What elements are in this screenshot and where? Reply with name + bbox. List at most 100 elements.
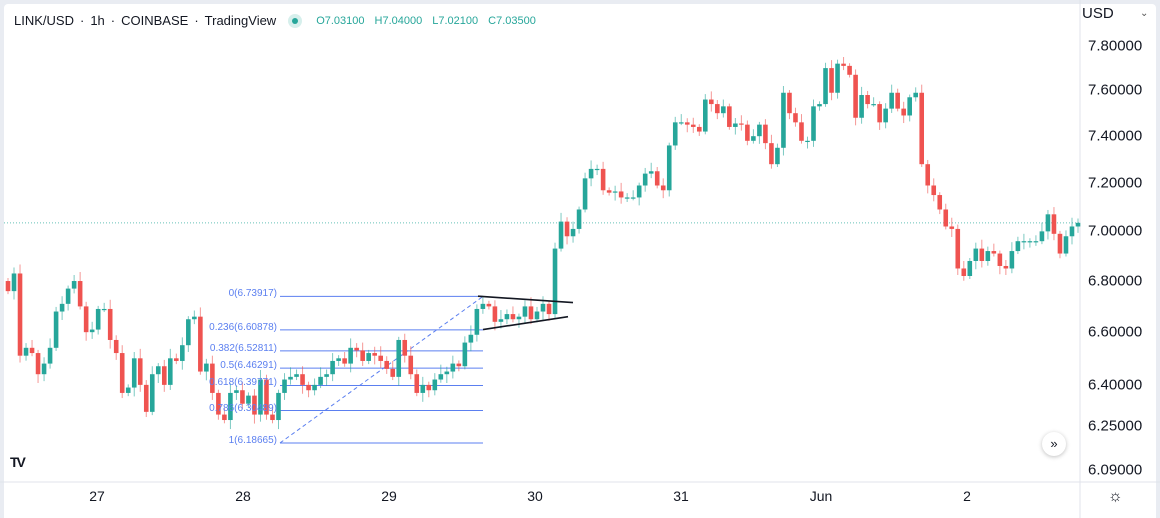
candle-up: [246, 395, 251, 404]
chevron-down-icon[interactable]: ⌄: [1140, 8, 1149, 19]
candle-up: [588, 168, 594, 179]
candle-up: [624, 197, 630, 199]
candle-up: [1033, 241, 1039, 243]
candle-down: [841, 63, 846, 66]
candle-down: [216, 392, 221, 415]
candle-up: [396, 339, 402, 377]
candle-up: [757, 124, 762, 137]
candle-up: [348, 347, 353, 364]
candle-up: [642, 173, 648, 186]
candle-up: [889, 92, 894, 109]
candle-up: [186, 319, 191, 346]
candle-up: [204, 363, 209, 372]
candle-up: [1039, 231, 1045, 242]
candle-up: [672, 122, 678, 146]
ohlc-low: L7.02100: [432, 14, 479, 27]
gear-icon[interactable]: ☼: [1108, 488, 1123, 505]
currency-label[interactable]: USD: [1082, 5, 1114, 22]
candle-up: [180, 345, 185, 361]
candle-down: [222, 414, 227, 421]
candle-down: [300, 374, 305, 385]
price-tick-label: 7.40000: [1088, 127, 1143, 145]
price-tick-label: 6.60000: [1088, 323, 1143, 341]
candle-up: [883, 108, 888, 123]
candle-down: [486, 303, 492, 307]
candle-down: [390, 368, 396, 377]
candle-up: [594, 168, 600, 171]
candle-up: [1063, 236, 1069, 254]
candle-up: [65, 288, 71, 304]
candle-down: [414, 374, 420, 393]
fib-level-label: 0.618(6.39771): [209, 377, 277, 389]
candle-up: [432, 379, 438, 391]
candle-up: [155, 366, 161, 375]
price-tick-label: 7.60000: [1088, 81, 1143, 99]
candle-down: [198, 316, 203, 372]
candle-down: [137, 358, 143, 385]
candle-down: [793, 113, 798, 123]
candle-down: [143, 384, 149, 412]
candle-up: [41, 363, 47, 375]
candle-down: [113, 339, 119, 354]
candle-up: [721, 106, 726, 114]
candle-up: [612, 191, 618, 193]
price-tick-label: 7.20000: [1088, 174, 1143, 192]
candle-up: [228, 392, 233, 421]
interval[interactable]: 1h: [90, 13, 105, 28]
candle-down: [510, 314, 516, 320]
candle-up: [534, 311, 540, 320]
candle-down: [931, 185, 937, 196]
candle-down: [1003, 265, 1009, 269]
candle-down: [997, 253, 1003, 266]
candle-up: [192, 316, 197, 320]
candle-up: [462, 342, 468, 367]
candle-down: [29, 347, 35, 354]
triangle-lower-line: [482, 315, 569, 331]
candle-up: [504, 314, 510, 320]
time-tick-label: Jun: [809, 488, 833, 504]
candle-up: [101, 308, 107, 311]
candle-down: [979, 248, 985, 261]
candle-up: [468, 334, 474, 343]
candle-up: [480, 303, 486, 309]
candle-down: [372, 353, 377, 356]
ohlc-open: O7.03100: [316, 14, 365, 27]
fib-level-label: 0.5(6.46291): [220, 359, 277, 371]
candle-down: [618, 191, 624, 198]
candle-down: [264, 379, 269, 415]
candle-up: [1021, 241, 1027, 243]
tradingview-logo: TV: [10, 454, 26, 470]
candle-up: [125, 387, 131, 393]
candle-up: [823, 68, 828, 105]
candle-down: [696, 126, 702, 132]
candle-down: [763, 124, 768, 144]
candle-up: [1015, 241, 1021, 252]
candle-up: [835, 63, 840, 93]
candle-down: [384, 360, 390, 369]
candle-up: [420, 384, 426, 393]
candle-down: [408, 355, 414, 375]
symbol[interactable]: LINK/USD: [14, 13, 74, 28]
candle-up: [781, 92, 786, 148]
market-status-icon: [288, 13, 303, 28]
candle-up: [366, 353, 371, 361]
fib-level-label: 0.236(6.60878): [209, 321, 277, 333]
candle-down: [456, 363, 462, 367]
candle-up: [576, 209, 582, 229]
candle-up: [312, 384, 317, 391]
candle-down: [107, 308, 113, 340]
candle-down: [877, 104, 882, 123]
candle-up: [59, 303, 65, 312]
candle-down: [769, 143, 774, 165]
candle-down: [829, 68, 834, 93]
candle-down: [715, 104, 720, 114]
candle-down: [210, 363, 215, 393]
candle-up: [258, 379, 263, 415]
candle-up: [552, 248, 558, 315]
price-tick-label: 6.09000: [1088, 461, 1143, 479]
candle-up: [71, 281, 77, 289]
scroll-to-realtime-button[interactable]: »: [1042, 432, 1066, 456]
candle-down: [745, 124, 750, 141]
candle-up: [318, 376, 323, 385]
